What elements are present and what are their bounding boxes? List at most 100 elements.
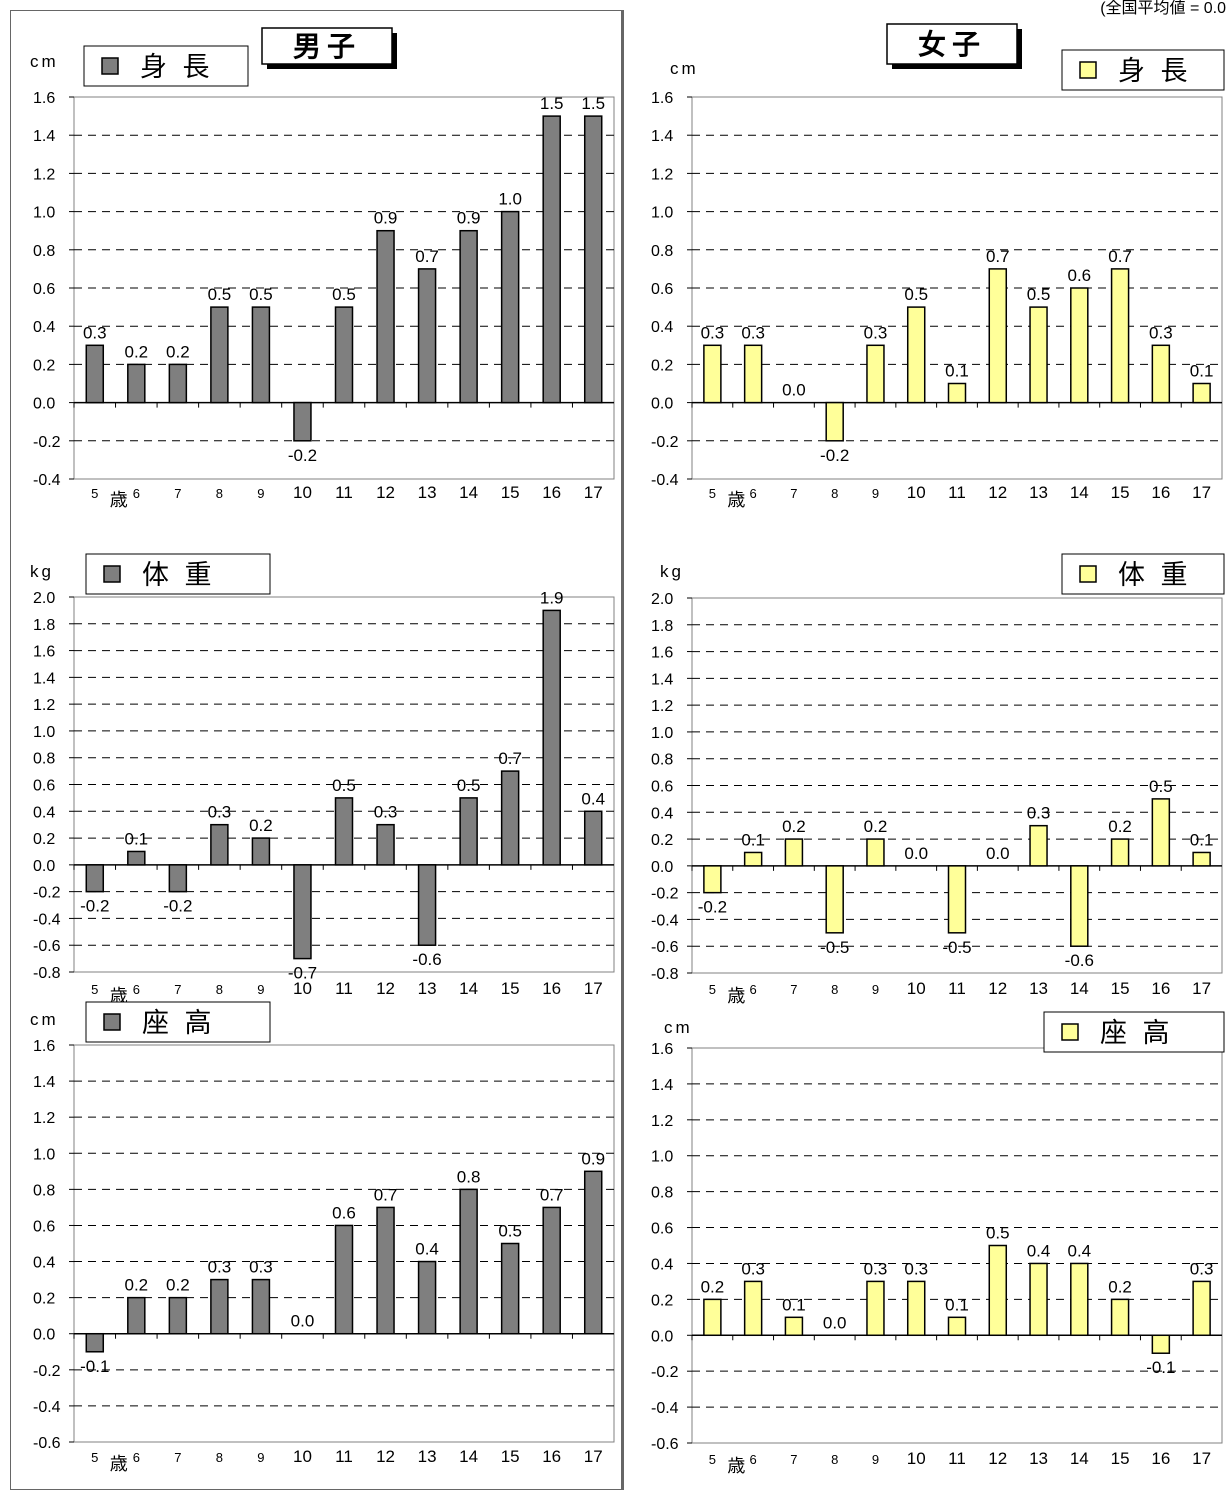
data-label: 0.4	[415, 1240, 439, 1259]
y-tick-label: 0.0	[651, 396, 673, 413]
category-label: 5	[91, 1450, 98, 1465]
category-label: 5	[91, 486, 98, 501]
bar	[376, 1206, 395, 1335]
bar	[334, 306, 354, 404]
data-label: 0.1	[945, 362, 969, 381]
data-label: 0.5	[457, 776, 481, 795]
y-tick-label: 1.4	[651, 128, 673, 145]
y-tick-label: 1.8	[33, 617, 55, 634]
data-label: 0.7	[1108, 247, 1132, 266]
y-tick-label: 0.6	[651, 1221, 673, 1238]
bar	[1192, 1280, 1211, 1337]
y-tick-label: 0.2	[651, 357, 673, 374]
category-label: 14	[459, 979, 478, 998]
data-label: 0.1	[1190, 362, 1214, 381]
bar	[1029, 1262, 1048, 1337]
category-label: 12	[376, 979, 395, 998]
bar	[906, 1280, 926, 1337]
y-tick-label: 1.6	[33, 1038, 55, 1055]
category-label: 17	[584, 979, 603, 998]
y-tick-label: -0.2	[651, 886, 679, 903]
data-label: -0.2	[820, 446, 849, 465]
data-label: 0.5	[498, 1222, 522, 1241]
y-tick-label: -0.2	[651, 1364, 679, 1381]
category-label: 11	[948, 979, 966, 998]
data-label: 0.3	[1027, 804, 1051, 823]
data-label: 0.2	[782, 817, 806, 836]
bar	[127, 1296, 146, 1335]
y-tick-label: 1.4	[651, 1077, 673, 1094]
girls-title-box: 女子	[886, 23, 1022, 69]
category-label: 12	[988, 483, 1007, 502]
bar	[1151, 1334, 1171, 1354]
legend-swatch	[1079, 61, 1097, 79]
y-tick-label: 0.6	[651, 281, 673, 298]
bar	[500, 210, 520, 404]
data-label: -0.5	[820, 938, 849, 957]
data-label: 0.2	[124, 1276, 148, 1295]
age-suffix: 歳	[110, 986, 128, 1006]
category-label: 11	[335, 483, 353, 502]
y-tick-label: 1.2	[651, 1113, 673, 1130]
data-label: 0.5	[904, 285, 928, 304]
category-label: 16	[542, 1447, 561, 1466]
bar	[743, 344, 763, 404]
bar	[459, 229, 478, 404]
bar	[500, 770, 520, 866]
age-suffix: 歳	[110, 1454, 128, 1474]
data-label: 0.5	[1027, 285, 1051, 304]
bar	[459, 1188, 478, 1335]
data-label: 1.9	[540, 588, 564, 607]
y-tick-label: 1.6	[33, 90, 55, 107]
data-label: 0.0	[291, 1312, 315, 1331]
data-label: 0.7	[498, 749, 522, 768]
category-label: 9	[872, 982, 879, 997]
bar	[85, 1332, 105, 1353]
category-label: 7	[174, 1450, 181, 1465]
y-tick-label: 2.0	[651, 591, 673, 608]
age-suffix: 歳	[727, 490, 745, 510]
bar	[168, 363, 188, 404]
data-label: 0.9	[581, 1149, 605, 1168]
bar	[988, 1244, 1008, 1337]
y-tick-label: 1.2	[651, 166, 673, 183]
category-label: 16	[1151, 1449, 1170, 1468]
bar	[417, 864, 437, 946]
category-label: 6	[133, 982, 140, 997]
data-label: -0.5	[942, 938, 971, 957]
girls-title: 女子	[918, 28, 986, 60]
y-tick-label: 0.8	[33, 243, 55, 260]
data-label: 0.6	[332, 1203, 356, 1222]
bar	[703, 1298, 722, 1337]
category-label: 6	[750, 486, 757, 501]
y-tick-label: -0.4	[33, 1399, 61, 1416]
age-suffix: 歳	[110, 490, 128, 510]
bar	[127, 363, 146, 404]
category-label: 11	[948, 483, 966, 502]
category-label: 17	[584, 1447, 603, 1466]
category-label: 7	[174, 486, 181, 501]
y-tick-label: 1.0	[651, 205, 673, 222]
y-tick-label: 0.0	[33, 1327, 55, 1344]
category-label: 7	[174, 982, 181, 997]
y-tick-label: 1.6	[651, 90, 673, 107]
bar	[1110, 268, 1130, 404]
unit-label: cm	[30, 52, 59, 71]
y-tick-label: 0.2	[33, 831, 55, 848]
data-label: 0.7	[540, 1185, 564, 1204]
caption: (全国平均値 = 0.0	[1100, 0, 1226, 17]
category-label: 6	[750, 982, 757, 997]
bar	[947, 382, 967, 404]
bar	[500, 1242, 520, 1335]
bar	[542, 609, 561, 866]
data-label: 0.3	[741, 1259, 765, 1278]
category-label: 13	[418, 979, 437, 998]
category-label: 14	[459, 483, 478, 502]
bar	[1070, 1262, 1089, 1337]
unit-label: cm	[30, 1010, 59, 1029]
y-tick-label: 0.4	[33, 319, 55, 336]
category-label: 10	[907, 483, 926, 502]
bar	[168, 864, 188, 893]
bar	[743, 1280, 763, 1337]
data-label: 0.5	[208, 285, 232, 304]
